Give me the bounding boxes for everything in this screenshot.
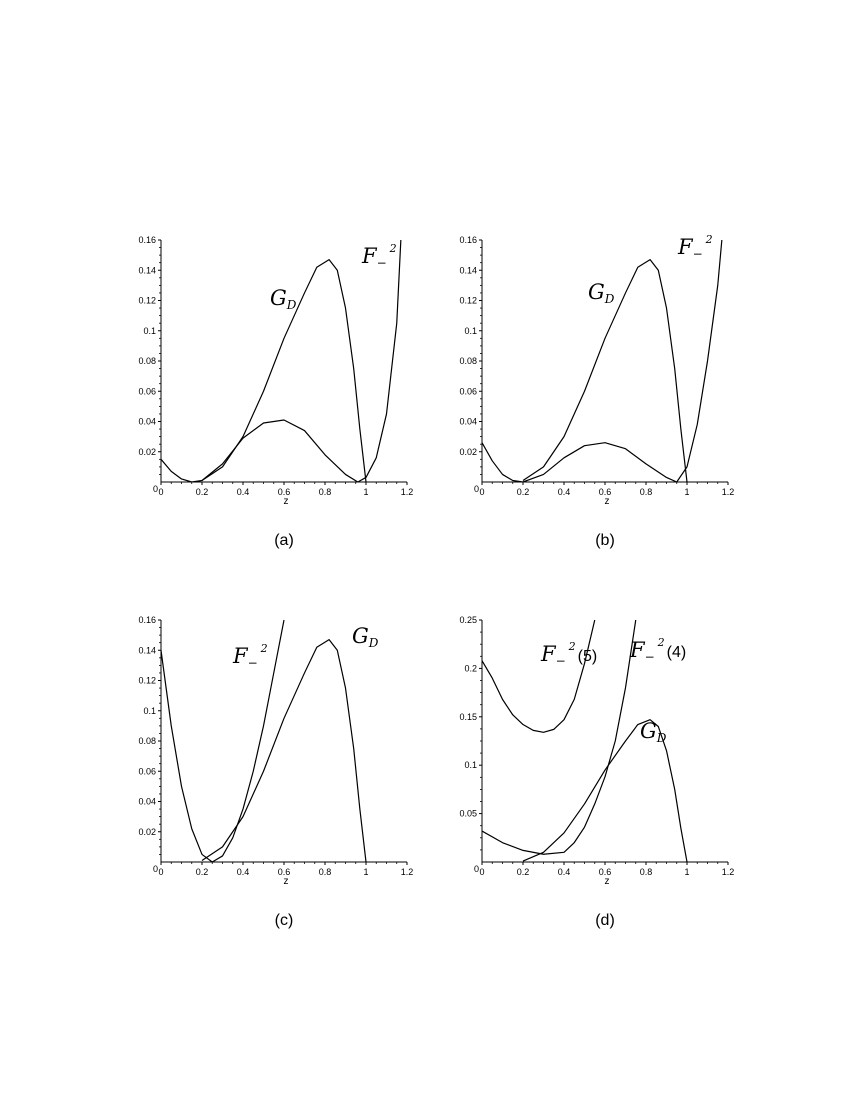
curve-label-f-2-4: F−2(4) (629, 636, 686, 664)
y-tick-label: 0.16 (138, 235, 156, 245)
y-tick-label: 0.14 (459, 265, 477, 275)
origin-label: 0 (474, 484, 479, 494)
x-tick-label: 1.2 (401, 487, 414, 497)
y-tick-label: 0.16 (138, 615, 156, 625)
y-tick-label: 0.1 (464, 326, 477, 336)
curve-label-gd: GD (588, 280, 615, 306)
x-axis-label: z (284, 496, 289, 507)
x-tick-label: 0.8 (640, 487, 653, 497)
curve-label-f-2-5: F−2(5) (540, 640, 597, 668)
curve-label-f-2: F−2 (361, 242, 397, 270)
y-tick-label: 0.16 (459, 235, 477, 245)
x-axis-label: z (284, 876, 289, 887)
x-tick-label: 1.2 (401, 867, 414, 877)
origin-label: 0 (474, 864, 479, 874)
series-line-gd (522, 259, 688, 482)
panel-caption: (b) (595, 532, 615, 549)
series-line-f-2-5 (482, 619, 596, 733)
y-tick-label: 0.14 (138, 645, 156, 655)
y-tick-label: 0.14 (138, 265, 156, 275)
panel-c: 0 0.2 0.4 0.6 0.8 1 1.2 z 0.02 0.04 0.06 0.08 0.1 0.1… (138, 615, 413, 929)
origin-label: 0 (153, 484, 158, 494)
x-tick-label: 0 (158, 487, 163, 497)
panel-a: 0 0.2 0.4 0.6 0.8 1 1.2 z 0.02 0.04 0.06 0.08 0.1 0.1… (138, 235, 413, 549)
y-tick-label: 0.1 (143, 326, 156, 336)
panel-caption: (d) (595, 912, 615, 929)
y-tick-label: 0.1 (143, 706, 156, 716)
x-tick-label: 0.4 (237, 867, 250, 877)
x-tick-label: 0.8 (319, 487, 332, 497)
y-tick-label: 0.06 (138, 386, 156, 396)
x-tick-label: 0 (479, 867, 484, 877)
y-tick-label: 0.06 (459, 386, 477, 396)
curve-label-f-2: F−2 (677, 233, 713, 261)
x-tick-label: 0.2 (196, 867, 209, 877)
x-tick-label: 1 (363, 487, 368, 497)
y-tick-label: 0.04 (459, 417, 477, 427)
x-tick-label: 0.2 (196, 487, 209, 497)
x-tick-label: 0.2 (517, 867, 530, 877)
x-tick-label: 0.4 (558, 487, 571, 497)
x-tick-label: 0 (158, 867, 163, 877)
curve-label-f-2: F−2 (232, 642, 268, 670)
x-tick-label: 0.8 (319, 867, 332, 877)
y-tick-label: 0.02 (138, 827, 156, 837)
y-tick-label: 0.08 (138, 356, 156, 366)
x-tick-label: 0.4 (558, 867, 571, 877)
panel-b: 0 0.2 0.4 0.6 0.8 1 1.2 z 0.02 0.04 0.06 0.08 0.1 0.1… (459, 233, 734, 549)
curve-label-gd: GD (270, 286, 297, 312)
series-line-f-2 (161, 239, 402, 482)
x-tick-label: 0.6 (599, 487, 612, 497)
y-tick-label: 0.12 (459, 296, 477, 306)
x-tick-label: 0.2 (517, 487, 530, 497)
x-tick-label: 1 (684, 487, 689, 497)
y-tick-label: 0.12 (138, 676, 156, 686)
x-tick-label: 0.8 (640, 867, 653, 877)
curve-label-gd: GD (352, 624, 379, 650)
curve-label-gd: GD (640, 719, 667, 745)
x-tick-label: 0 (479, 487, 484, 497)
x-tick-label: 1.2 (722, 867, 735, 877)
y-tick-label: 0.04 (138, 417, 156, 427)
x-tick-label: 0.6 (278, 487, 291, 497)
panel-caption: (c) (275, 912, 294, 929)
x-axis-label: z (605, 496, 610, 507)
x-tick-label: 1 (363, 867, 368, 877)
x-tick-label: 0.6 (278, 867, 291, 877)
y-tick-label: 0.08 (459, 356, 477, 366)
origin-label: 0 (153, 864, 158, 874)
series-line-gd (522, 719, 688, 862)
y-tick-label: 0.05 (459, 809, 477, 819)
y-tick-label: 0.02 (138, 447, 156, 457)
series-line-f-2 (161, 619, 285, 862)
y-tick-label: 0.12 (138, 296, 156, 306)
x-axis-label: z (605, 876, 610, 887)
x-tick-label: 1 (684, 867, 689, 877)
series-line-f-2-4 (482, 619, 637, 855)
y-tick-label: 0.25 (459, 615, 477, 625)
panel-caption: (a) (274, 532, 294, 549)
y-tick-label: 0.02 (459, 447, 477, 457)
series-line-gd (201, 639, 367, 862)
series-line-gd (201, 259, 367, 482)
y-tick-label: 0.1 (464, 760, 477, 770)
panel-d: 0 0.2 0.4 0.6 0.8 1 1.2 z 0.05 0.1 0.15 0.2 0.25 0 GD F… (459, 615, 734, 929)
y-tick-label: 0.08 (138, 736, 156, 746)
y-tick-label: 0.04 (138, 797, 156, 807)
x-tick-label: 1.2 (722, 487, 735, 497)
y-tick-label: 0.06 (138, 766, 156, 776)
y-tick-label: 0.2 (464, 663, 477, 673)
series-line-f-2 (482, 239, 723, 482)
x-tick-label: 0.4 (237, 487, 250, 497)
y-tick-label: 0.15 (459, 712, 477, 722)
x-tick-label: 0.6 (599, 867, 612, 877)
